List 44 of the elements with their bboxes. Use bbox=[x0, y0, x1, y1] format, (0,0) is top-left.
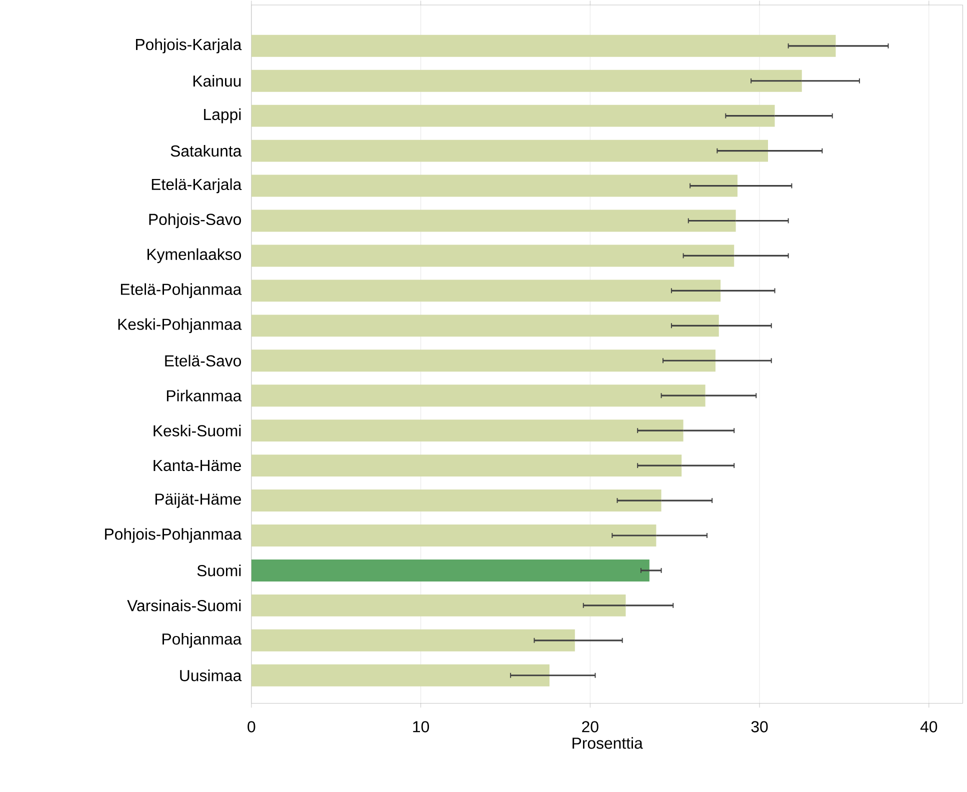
y-tick-label: Kainuu bbox=[193, 74, 241, 87]
x-tick-label: 0 bbox=[248, 721, 256, 732]
x-tick-label: 10 bbox=[413, 721, 429, 732]
y-tick-label: Kanta-Häme bbox=[154, 460, 241, 472]
bar bbox=[251, 664, 550, 686]
y-tick-label: Pohjois-Savo bbox=[149, 213, 241, 228]
y-tick-label: Etelä-Karjala bbox=[152, 178, 242, 194]
bar bbox=[251, 489, 662, 512]
bar bbox=[251, 420, 684, 442]
y-tick-label: Uusimaa bbox=[180, 669, 242, 682]
bar bbox=[251, 210, 736, 232]
y-tick-label: Pohjois-Karjala bbox=[136, 38, 242, 54]
y-tick-label: Suomi bbox=[197, 564, 241, 576]
bar bbox=[251, 244, 734, 267]
bar bbox=[251, 280, 721, 302]
y-tick-label: Etelä-Savo bbox=[165, 354, 241, 366]
x-axis-title: Prosenttia bbox=[572, 737, 643, 749]
x-tick-label: 30 bbox=[751, 721, 768, 732]
bar bbox=[251, 70, 802, 92]
bar bbox=[251, 384, 706, 407]
y-tick-label: Etelä-Pohjanmaa bbox=[120, 283, 242, 298]
y-tick-label: Keski-Suomi bbox=[154, 424, 241, 436]
y-tick-label: Varsinais-Suomi bbox=[127, 600, 241, 612]
y-tick-label: Lappi bbox=[204, 108, 241, 124]
bar bbox=[251, 594, 626, 616]
bar bbox=[251, 140, 768, 162]
bar bbox=[251, 629, 575, 652]
y-tick-label: Keski-Pohjanmaa bbox=[118, 318, 242, 334]
y-tick-label: Päijät-Häme bbox=[155, 493, 241, 508]
bar bbox=[251, 454, 682, 476]
y-tick-label: Pohjanmaa bbox=[162, 632, 242, 648]
y-tick-label: Kymenlaakso bbox=[148, 248, 241, 264]
bar bbox=[251, 104, 775, 127]
bar bbox=[251, 314, 719, 337]
bar bbox=[251, 350, 716, 372]
y-tick-label: Pohjois-Pohjanmaa bbox=[105, 528, 242, 543]
y-tick-label: Pirkanmaa bbox=[166, 390, 242, 402]
x-tick-label: 40 bbox=[920, 721, 938, 732]
bar bbox=[251, 524, 656, 546]
x-tick-label: 20 bbox=[582, 721, 598, 732]
bar bbox=[251, 34, 836, 57]
y-tick-label: Satakunta bbox=[170, 144, 242, 157]
bar bbox=[251, 559, 650, 582]
bar bbox=[251, 174, 738, 197]
